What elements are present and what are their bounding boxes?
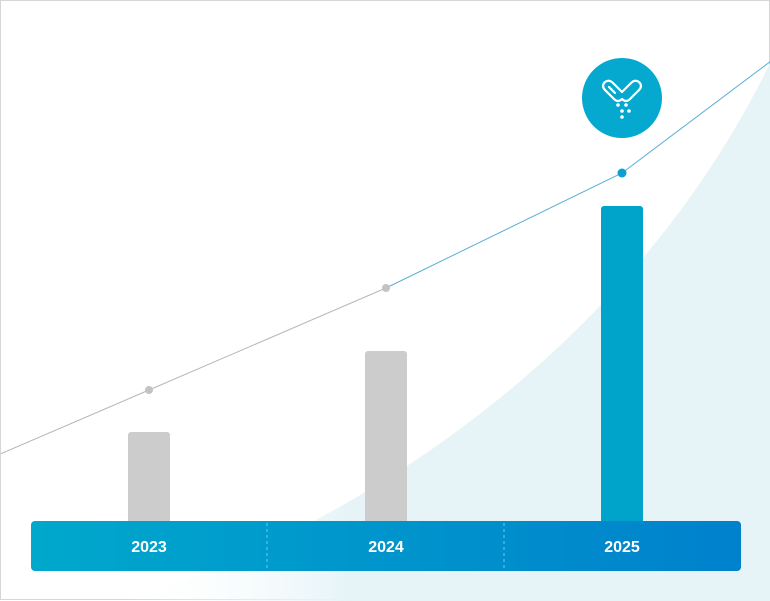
x-axis-tick-labels: 2023 2024 2025 — [131, 539, 640, 556]
trend-points-group — [145, 168, 627, 394]
trend-point-2024 — [382, 284, 390, 292]
trend-line-early-segment — [1, 287, 387, 455]
x-axis-band — [31, 521, 741, 571]
bar-2023 — [128, 432, 170, 525]
trend-point-2025 — [617, 168, 627, 178]
x-tick-label-2023: 2023 — [131, 539, 167, 556]
background-growth-area — [121, 63, 770, 601]
bars-group — [128, 206, 643, 525]
x-tick-label-2025: 2025 — [604, 539, 640, 556]
bar-2025 — [601, 206, 643, 525]
trend-point-2023 — [145, 386, 153, 394]
pills-icon — [582, 58, 662, 138]
bar-2024 — [365, 351, 407, 525]
x-tick-label-2024: 2024 — [368, 539, 404, 556]
